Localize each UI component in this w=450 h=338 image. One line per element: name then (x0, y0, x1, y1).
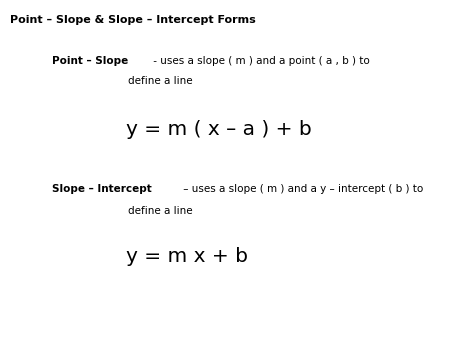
Text: y = m x + b: y = m x + b (126, 247, 248, 266)
Text: – uses a slope ( m ) and a y – intercept ( b ) to: – uses a slope ( m ) and a y – intercept… (180, 184, 424, 194)
Text: - uses a slope ( m ) and a point ( a , b ) to: - uses a slope ( m ) and a point ( a , b… (150, 56, 370, 66)
Text: define a line: define a line (128, 76, 193, 86)
Text: y = m ( x – a ) + b: y = m ( x – a ) + b (126, 120, 312, 139)
Text: Point – Slope: Point – Slope (52, 56, 128, 66)
Text: define a line: define a line (128, 206, 193, 216)
Text: Point – Slope & Slope – Intercept Forms: Point – Slope & Slope – Intercept Forms (10, 15, 256, 25)
Text: Slope – Intercept: Slope – Intercept (52, 184, 152, 194)
